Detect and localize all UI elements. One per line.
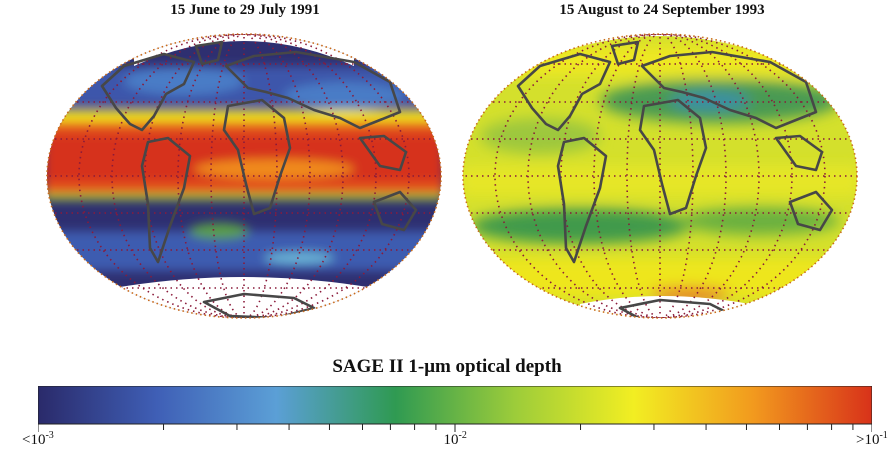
colorbar-gradient bbox=[38, 386, 872, 425]
coastlines-1991 bbox=[100, 40, 418, 318]
colorbar-tick-label-min: <10-3 bbox=[22, 430, 54, 448]
map-title-1993: 15 August to 24 September 1993 bbox=[559, 2, 765, 18]
coastlines-1993 bbox=[516, 40, 834, 318]
colorbar-ticks bbox=[38, 424, 872, 432]
colorbar-tick-label-max: >10-1 bbox=[856, 430, 888, 448]
colorbar bbox=[38, 386, 872, 432]
map-title-1991: 15 June to 29 July 1991 bbox=[170, 2, 320, 18]
colorbar-tick-label-mid: 10-2 bbox=[443, 430, 467, 448]
colorbar-title: SAGE II 1-μm optical depth bbox=[332, 356, 562, 377]
map-1991 bbox=[46, 33, 442, 319]
map-1993 bbox=[462, 33, 858, 319]
